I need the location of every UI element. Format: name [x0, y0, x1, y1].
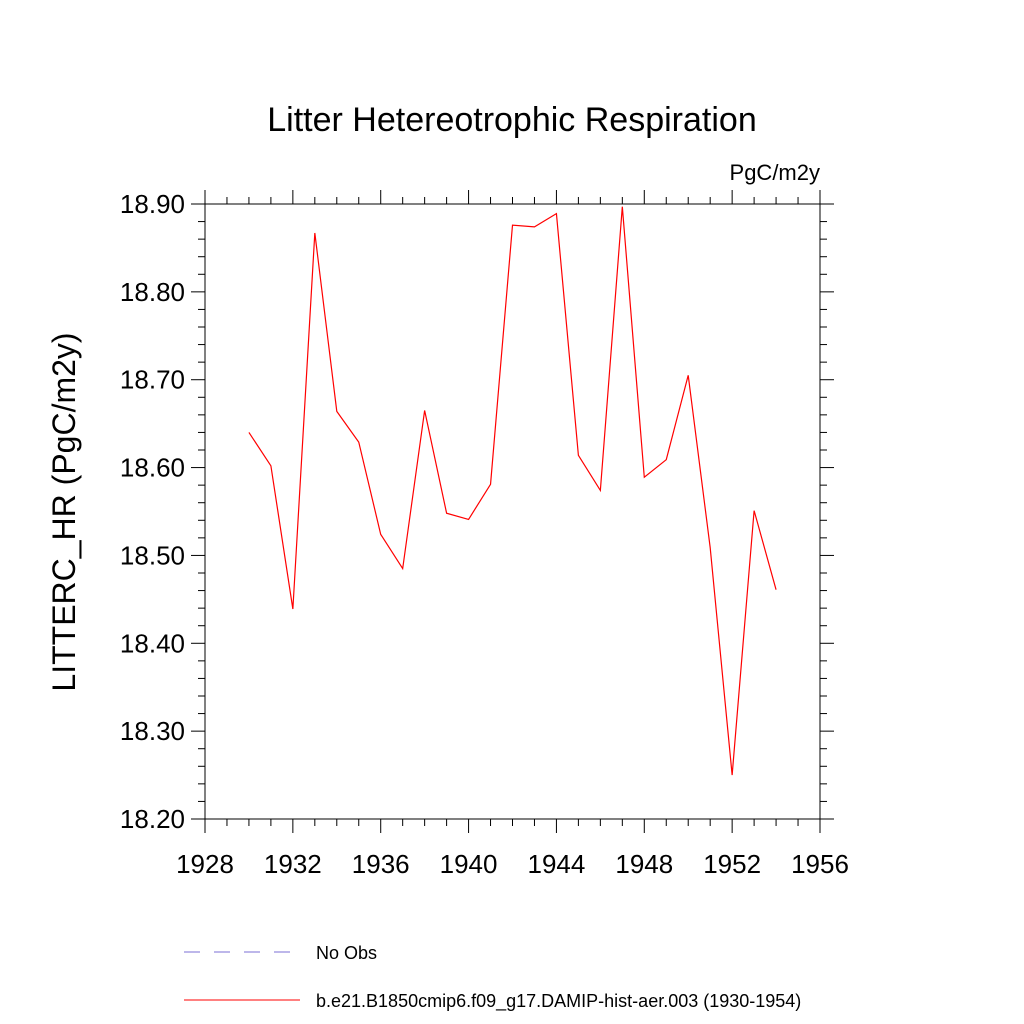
y-tick-label: 18.20 — [120, 804, 185, 834]
series-layer — [248, 206, 777, 776]
legend-label-0: No Obs — [316, 943, 377, 963]
x-tick-label: 1956 — [791, 849, 849, 879]
x-tick-label: 1932 — [264, 849, 322, 879]
x-tick-label: 1928 — [176, 849, 234, 879]
x-tick-label: 1936 — [352, 849, 410, 879]
y-tick-label: 18.50 — [120, 540, 185, 570]
y-tick-label: 18.90 — [120, 189, 185, 219]
y-tick-label: 18.70 — [120, 365, 185, 395]
axis-ticks: 1928 1932 1936 1940 1944 1948 1952 1956 18.20 18.… — [120, 189, 849, 879]
x-tick-label: 1948 — [615, 849, 673, 879]
x-tick-label: 1940 — [440, 849, 498, 879]
y-tick-label: 18.80 — [120, 277, 185, 307]
x-tick-label: 1952 — [703, 849, 761, 879]
legend: No Obs b.e21.B1850cmip6.f09_g17.DAMIP-his… — [184, 943, 801, 1012]
y-axis-label: LITTERC_HR (PgC/m2y) — [46, 332, 82, 691]
y-tick-label: 18.30 — [120, 716, 185, 746]
units-label: PgC/m2y — [730, 160, 820, 185]
chart-title: Litter Hetereotrophic Respiration — [267, 101, 756, 139]
x-tick-label: 1944 — [528, 849, 586, 879]
y-tick-label: 18.60 — [120, 453, 185, 483]
legend-label-1: b.e21.B1850cmip6.f09_g17.DAMIP-hist-aer.… — [316, 991, 801, 1012]
series-line-0 — [248, 206, 777, 776]
y-tick-label: 18.40 — [120, 628, 185, 658]
